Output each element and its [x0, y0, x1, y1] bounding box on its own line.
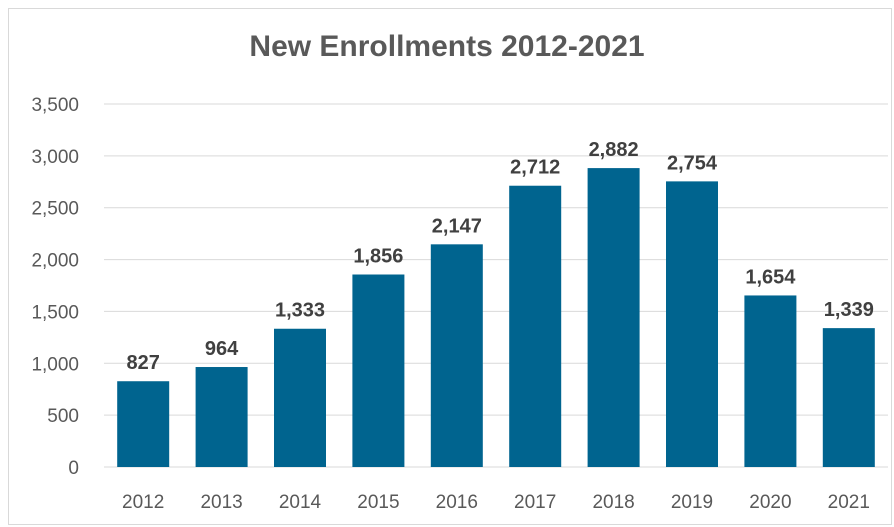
bar-2020	[744, 295, 797, 467]
y-tick-label: 1,000	[31, 354, 79, 375]
x-tick-label-2015: 2015	[357, 492, 399, 513]
x-tick-label-2020: 2020	[749, 492, 791, 513]
data-labels: 827 964 1,333 1,856 2,147 2,712 2,882 2,754 1,65…	[127, 139, 874, 374]
x-tick-label-2017: 2017	[514, 492, 556, 513]
bar-2016	[430, 244, 483, 467]
y-axis-ticks: 0 500 1,000 1,500 2,000 2,500 3,000 3,500	[31, 95, 79, 479]
bar-2019	[666, 181, 718, 467]
x-tick-label-2013: 2013	[200, 492, 242, 513]
y-tick-label: 2,000	[31, 251, 79, 272]
data-label-2020: 1,654	[745, 266, 796, 288]
x-tick-label-2014: 2014	[279, 492, 322, 513]
data-label-2018: 2,882	[589, 139, 639, 161]
y-tick-label: 2,500	[31, 199, 79, 220]
data-label-2019: 2,754	[667, 152, 718, 174]
data-label-2014: 1,333	[275, 300, 325, 322]
bars	[117, 168, 875, 467]
data-label-2021: 1,339	[824, 299, 874, 321]
x-tick-label-2019: 2019	[671, 492, 713, 513]
bar-2012	[117, 381, 170, 467]
data-label-2013: 964	[205, 338, 239, 360]
x-tick-label-2016: 2016	[436, 492, 478, 513]
bar-2015	[352, 274, 405, 467]
x-tick-label-2012: 2012	[122, 492, 164, 513]
bar-2018	[587, 168, 640, 467]
y-tick-label: 0	[68, 458, 79, 479]
data-label-2015: 1,856	[353, 246, 403, 268]
bar-2021	[822, 328, 875, 467]
bar-2014	[274, 328, 326, 467]
chart-title: New Enrollments 2012-2021	[249, 30, 645, 63]
bar-2013	[195, 367, 248, 467]
y-tick-label: 3,000	[31, 147, 79, 168]
x-tick-label-2018: 2018	[592, 492, 634, 513]
bar-2017	[509, 185, 562, 467]
y-tick-label: 3,500	[31, 95, 79, 116]
y-tick-label: 500	[47, 406, 79, 427]
x-tick-label-2021: 2021	[828, 492, 870, 513]
y-tick-label: 1,500	[31, 302, 79, 323]
data-label-2017: 2,712	[510, 157, 560, 179]
data-label-2012: 827	[127, 352, 160, 374]
data-label-2016: 2,147	[432, 215, 482, 237]
x-axis-ticks: 2012 2013 2014 2015 2016 2017 2018 2019 2020 2021	[122, 492, 870, 513]
